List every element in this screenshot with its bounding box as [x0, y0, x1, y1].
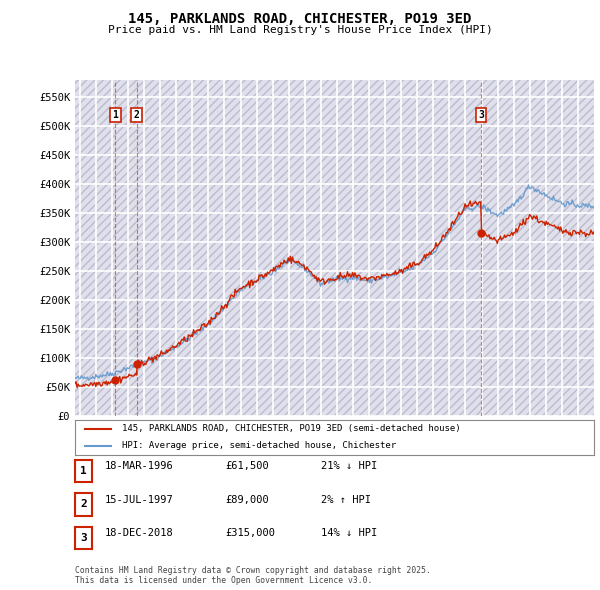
Text: 2: 2 [134, 110, 140, 120]
Text: 14% ↓ HPI: 14% ↓ HPI [321, 529, 377, 538]
Text: £315,000: £315,000 [225, 529, 275, 538]
Text: 21% ↓ HPI: 21% ↓ HPI [321, 461, 377, 471]
Text: £89,000: £89,000 [225, 495, 269, 504]
Text: 1: 1 [112, 110, 118, 120]
Text: 2: 2 [80, 500, 87, 509]
Text: 3: 3 [478, 110, 484, 120]
Text: 18-MAR-1996: 18-MAR-1996 [105, 461, 174, 471]
Text: 15-JUL-1997: 15-JUL-1997 [105, 495, 174, 504]
Text: Contains HM Land Registry data © Crown copyright and database right 2025.
This d: Contains HM Land Registry data © Crown c… [75, 566, 431, 585]
Text: 1: 1 [80, 466, 87, 476]
Text: HPI: Average price, semi-detached house, Chichester: HPI: Average price, semi-detached house,… [122, 441, 396, 450]
Text: 145, PARKLANDS ROAD, CHICHESTER, PO19 3ED: 145, PARKLANDS ROAD, CHICHESTER, PO19 3E… [128, 12, 472, 26]
Text: 145, PARKLANDS ROAD, CHICHESTER, PO19 3ED (semi-detached house): 145, PARKLANDS ROAD, CHICHESTER, PO19 3E… [122, 424, 460, 434]
Text: £61,500: £61,500 [225, 461, 269, 471]
Text: Price paid vs. HM Land Registry's House Price Index (HPI): Price paid vs. HM Land Registry's House … [107, 25, 493, 35]
Text: 18-DEC-2018: 18-DEC-2018 [105, 529, 174, 538]
Text: 2% ↑ HPI: 2% ↑ HPI [321, 495, 371, 504]
Text: 3: 3 [80, 533, 87, 543]
